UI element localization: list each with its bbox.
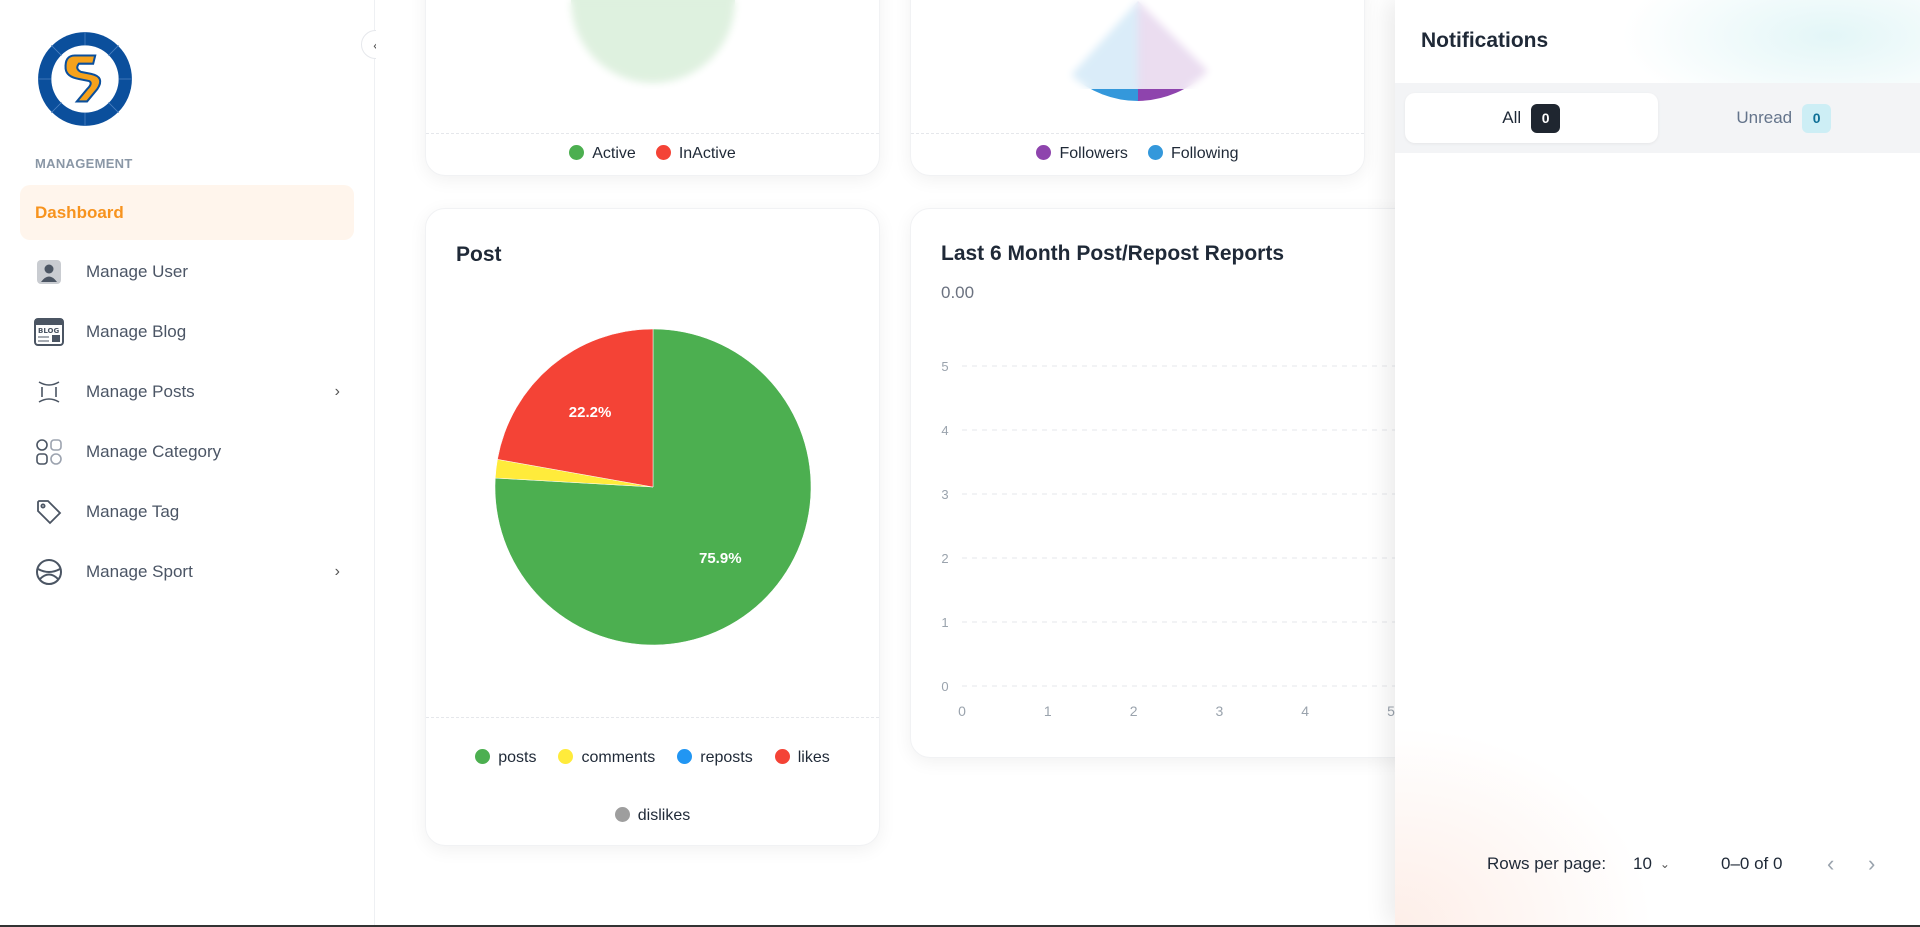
sidebar-item-manage-tag[interactable]: Manage Tag	[20, 484, 354, 539]
sidebar-item-manage-sport[interactable]: Manage Sport ›	[20, 544, 354, 599]
sidebar-item-manage-user[interactable]: Manage User	[20, 244, 354, 299]
legend-comments[interactable]: comments	[558, 749, 655, 767]
blog-icon: BLOG	[34, 317, 64, 347]
chevron-right-icon: ›	[334, 382, 340, 400]
pie-slice-likes[interactable]	[497, 328, 654, 488]
brand-logo	[38, 32, 132, 126]
count-badge: 0	[1802, 103, 1832, 133]
y-tick-label: 0	[941, 679, 948, 694]
x-tick-label: 1	[1044, 703, 1052, 719]
follow-legend: Followers Following	[911, 145, 1364, 163]
sidebar: MANAGEMENT Dashboard Manage User BLOG Ma…	[0, 0, 375, 925]
legend-posts[interactable]: posts	[475, 749, 536, 767]
sidebar-item-manage-blog[interactable]: BLOG Manage Blog	[20, 304, 354, 359]
sidebar-item-label: Dashboard	[35, 202, 124, 222]
legend-active[interactable]: Active	[569, 145, 636, 163]
report-line-chart: 0 1 2 3 4 5 0 1 2 3 4 5	[941, 359, 1511, 719]
y-tick-label: 2	[941, 551, 948, 566]
tab-label: All	[1502, 108, 1522, 127]
divider	[426, 717, 879, 718]
sidebar-item-label: Manage Blog	[86, 321, 187, 341]
legend-followers[interactable]: Followers	[1036, 145, 1128, 163]
post-card: Post 75.9% 22.2% posts comments reposts like…	[425, 208, 880, 846]
pie-slice-posts[interactable]	[494, 328, 812, 646]
follow-card: Followers Following	[910, 0, 1365, 176]
x-tick-label: 3	[1216, 703, 1224, 719]
legend-likes[interactable]: likes	[774, 749, 830, 767]
rows-per-page-label: Rows per page:	[1487, 854, 1607, 873]
y-tick-label: 5	[941, 359, 948, 374]
legend-dislikes[interactable]: dislikes	[614, 807, 690, 825]
sidebar-item-dashboard[interactable]: Dashboard	[20, 185, 354, 240]
sidebar-item-manage-category[interactable]: Manage Category	[20, 424, 354, 479]
divider	[426, 133, 879, 134]
tab-unread[interactable]: Unread 0	[1658, 93, 1911, 143]
sidebar-item-label: Manage Category	[86, 441, 222, 461]
report-card-title: Last 6 Month Post/Repost Reports	[941, 242, 1285, 265]
bottom-edge	[0, 925, 1920, 927]
sidebar-item-label: Manage User	[86, 261, 189, 281]
post-pie-chart: 75.9% 22.2%	[494, 328, 812, 646]
pagination-range: 0–0 of 0	[1721, 854, 1783, 873]
sidebar-item-label: Manage Posts	[86, 381, 195, 401]
notification-tabs: All 0 Unread 0	[1395, 83, 1920, 153]
chevron-right-icon: ›	[334, 562, 340, 580]
chevron-left-icon: ‹	[373, 37, 378, 53]
x-tick-label: 2	[1130, 703, 1138, 719]
loading-overlay	[911, 0, 1364, 89]
loading-overlay	[426, 0, 879, 89]
sport-icon	[34, 557, 64, 587]
tag-icon	[34, 497, 64, 527]
sidebar-item-label: Manage Tag	[86, 501, 180, 521]
next-page-button[interactable]: ›	[1868, 851, 1876, 876]
y-tick-label: 1	[941, 615, 948, 630]
pie-label: 22.2%	[569, 404, 612, 421]
rows-per-page-select[interactable]: 10 ⌄	[1633, 854, 1670, 873]
posts-icon	[34, 377, 64, 407]
count-badge: 0	[1531, 103, 1561, 133]
report-total: 0.00	[941, 283, 975, 302]
x-tick-label: 4	[1301, 703, 1309, 719]
users-legend: Active InActive	[426, 145, 879, 163]
users-card: Active InActive	[425, 0, 880, 176]
post-legend: posts comments reposts likes dislikes	[446, 749, 859, 825]
notifications-title: Notifications	[1421, 29, 1549, 52]
legend-following[interactable]: Following	[1147, 145, 1239, 163]
prev-page-button[interactable]: ‹	[1827, 851, 1835, 876]
x-tick-label: 0	[958, 703, 966, 719]
user-icon	[34, 257, 64, 287]
section-label: MANAGEMENT	[35, 156, 133, 171]
divider	[911, 133, 1364, 134]
category-icon	[34, 437, 64, 467]
tab-all[interactable]: All 0	[1405, 93, 1658, 143]
x-tick-label: 5	[1387, 703, 1395, 719]
legend-inactive[interactable]: InActive	[655, 145, 736, 163]
chevron-down-icon: ⌄	[1659, 857, 1670, 871]
notifications-panel: Notifications All 0 Unread 0 Rows per page…	[1395, 0, 1920, 925]
tab-label: Unread	[1736, 108, 1793, 127]
sidebar-item-label: Manage Sport	[86, 561, 193, 581]
y-tick-label: 4	[941, 423, 948, 438]
pie-label: 75.9%	[699, 550, 742, 567]
post-card-title: Post	[456, 243, 502, 266]
svg-text:BLOG: BLOG	[38, 327, 59, 335]
legend-reposts[interactable]: reposts	[677, 749, 753, 767]
y-tick-label: 3	[941, 487, 948, 502]
sidebar-item-manage-posts[interactable]: Manage Posts ›	[20, 364, 354, 419]
